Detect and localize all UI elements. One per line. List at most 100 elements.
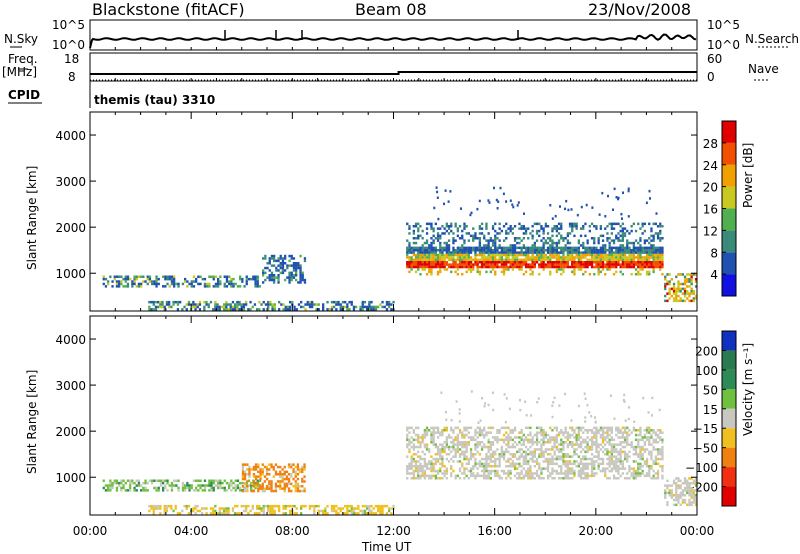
power-cell bbox=[650, 239, 653, 242]
velocity-cell bbox=[203, 507, 206, 510]
power-cell bbox=[118, 282, 121, 286]
power-cell bbox=[619, 246, 622, 250]
velocity-cell bbox=[500, 426, 503, 430]
velocity-cell bbox=[247, 504, 250, 508]
velocity-cell bbox=[294, 470, 297, 474]
power-cell bbox=[262, 308, 265, 311]
velocity-colorbar-swatch bbox=[722, 428, 736, 448]
power-cell bbox=[456, 227, 459, 230]
power-cell bbox=[564, 237, 567, 240]
power-cell bbox=[617, 256, 620, 259]
velocity-cell bbox=[279, 480, 282, 483]
power-cell bbox=[410, 261, 413, 264]
power-cell bbox=[270, 271, 274, 275]
velocity-cell bbox=[659, 436, 662, 439]
power-cell bbox=[513, 258, 517, 262]
velocity-cell bbox=[273, 509, 276, 513]
velocity-cell bbox=[694, 496, 698, 499]
power-cell bbox=[586, 249, 589, 252]
power-cell bbox=[264, 266, 267, 270]
velocity-cell bbox=[654, 438, 657, 442]
power-cell bbox=[577, 268, 580, 271]
power-cell bbox=[179, 300, 182, 304]
power-cell bbox=[511, 249, 514, 252]
velocity-cell bbox=[645, 460, 649, 463]
velocity-colorbar-tick-label: 200 bbox=[695, 344, 718, 358]
power-cell bbox=[273, 257, 276, 260]
power-cell bbox=[564, 256, 567, 259]
power-cell bbox=[460, 207, 462, 210]
power-cell bbox=[601, 234, 605, 238]
power-cell bbox=[641, 249, 644, 252]
power-cell bbox=[590, 246, 594, 250]
velocity-cell bbox=[643, 450, 646, 454]
power-cell bbox=[494, 234, 497, 238]
velocity-cell bbox=[652, 445, 655, 449]
power-cell bbox=[408, 249, 411, 252]
velocity-cell bbox=[249, 509, 252, 513]
power-cell bbox=[436, 190, 439, 194]
power-cell bbox=[686, 278, 689, 281]
power-cell bbox=[522, 244, 525, 247]
power-cell bbox=[573, 256, 576, 259]
power-cell bbox=[480, 251, 484, 254]
velocity-cell bbox=[212, 479, 215, 482]
velocity-cell bbox=[615, 426, 618, 430]
power-cell bbox=[560, 222, 563, 226]
power-cell bbox=[604, 244, 607, 247]
velocity-cell bbox=[498, 477, 501, 480]
power-cell bbox=[474, 256, 477, 259]
power-cell bbox=[461, 237, 464, 240]
velocity-cell bbox=[599, 469, 602, 473]
power-cell bbox=[476, 258, 479, 262]
velocity-cell bbox=[217, 484, 220, 487]
velocity-cell bbox=[279, 482, 282, 486]
velocity-cell bbox=[575, 426, 578, 430]
freq-tick-bottom: 8 bbox=[68, 70, 76, 84]
power-cell bbox=[542, 227, 545, 230]
power-cell bbox=[533, 265, 536, 269]
power-cell bbox=[626, 265, 629, 269]
power-cell bbox=[648, 270, 651, 274]
power-cell bbox=[597, 241, 600, 245]
velocity-cell bbox=[181, 509, 184, 513]
power-cell bbox=[439, 261, 442, 264]
power-cell bbox=[421, 261, 424, 264]
power-cell bbox=[494, 222, 497, 226]
power-cell bbox=[292, 274, 296, 277]
velocity-cell bbox=[555, 426, 558, 430]
velocity-cell bbox=[259, 477, 262, 481]
power-cell bbox=[135, 275, 138, 278]
velocity-cell bbox=[610, 431, 613, 434]
velocity-cell bbox=[498, 431, 501, 434]
velocity-cell bbox=[632, 448, 635, 451]
power-cell bbox=[524, 227, 528, 230]
velocity-cell bbox=[582, 441, 585, 444]
power-cell bbox=[186, 280, 189, 283]
power-cell bbox=[252, 275, 255, 278]
velocity-cell bbox=[650, 467, 653, 470]
velocity-cell bbox=[472, 472, 475, 475]
velocity-cell bbox=[494, 457, 497, 461]
power-cell bbox=[491, 244, 495, 247]
velocity-cell bbox=[568, 477, 572, 480]
power-cell bbox=[509, 251, 512, 254]
power-cell bbox=[131, 285, 134, 288]
power-cell bbox=[155, 280, 158, 283]
power-cell bbox=[450, 222, 453, 226]
power-cell bbox=[639, 244, 642, 247]
velocity-cell bbox=[659, 453, 662, 456]
velocity-cell bbox=[686, 482, 689, 485]
power-cell bbox=[601, 265, 605, 269]
power-cell bbox=[268, 269, 271, 272]
velocity-cell bbox=[313, 507, 316, 510]
power-cell bbox=[522, 253, 525, 257]
velocity-cell bbox=[478, 460, 481, 463]
velocity-cell bbox=[639, 465, 642, 468]
velocity-cell bbox=[516, 467, 519, 470]
power-cell bbox=[659, 265, 662, 269]
velocity-cell bbox=[144, 479, 147, 482]
power-cell bbox=[652, 237, 655, 240]
power-cell bbox=[599, 249, 602, 252]
